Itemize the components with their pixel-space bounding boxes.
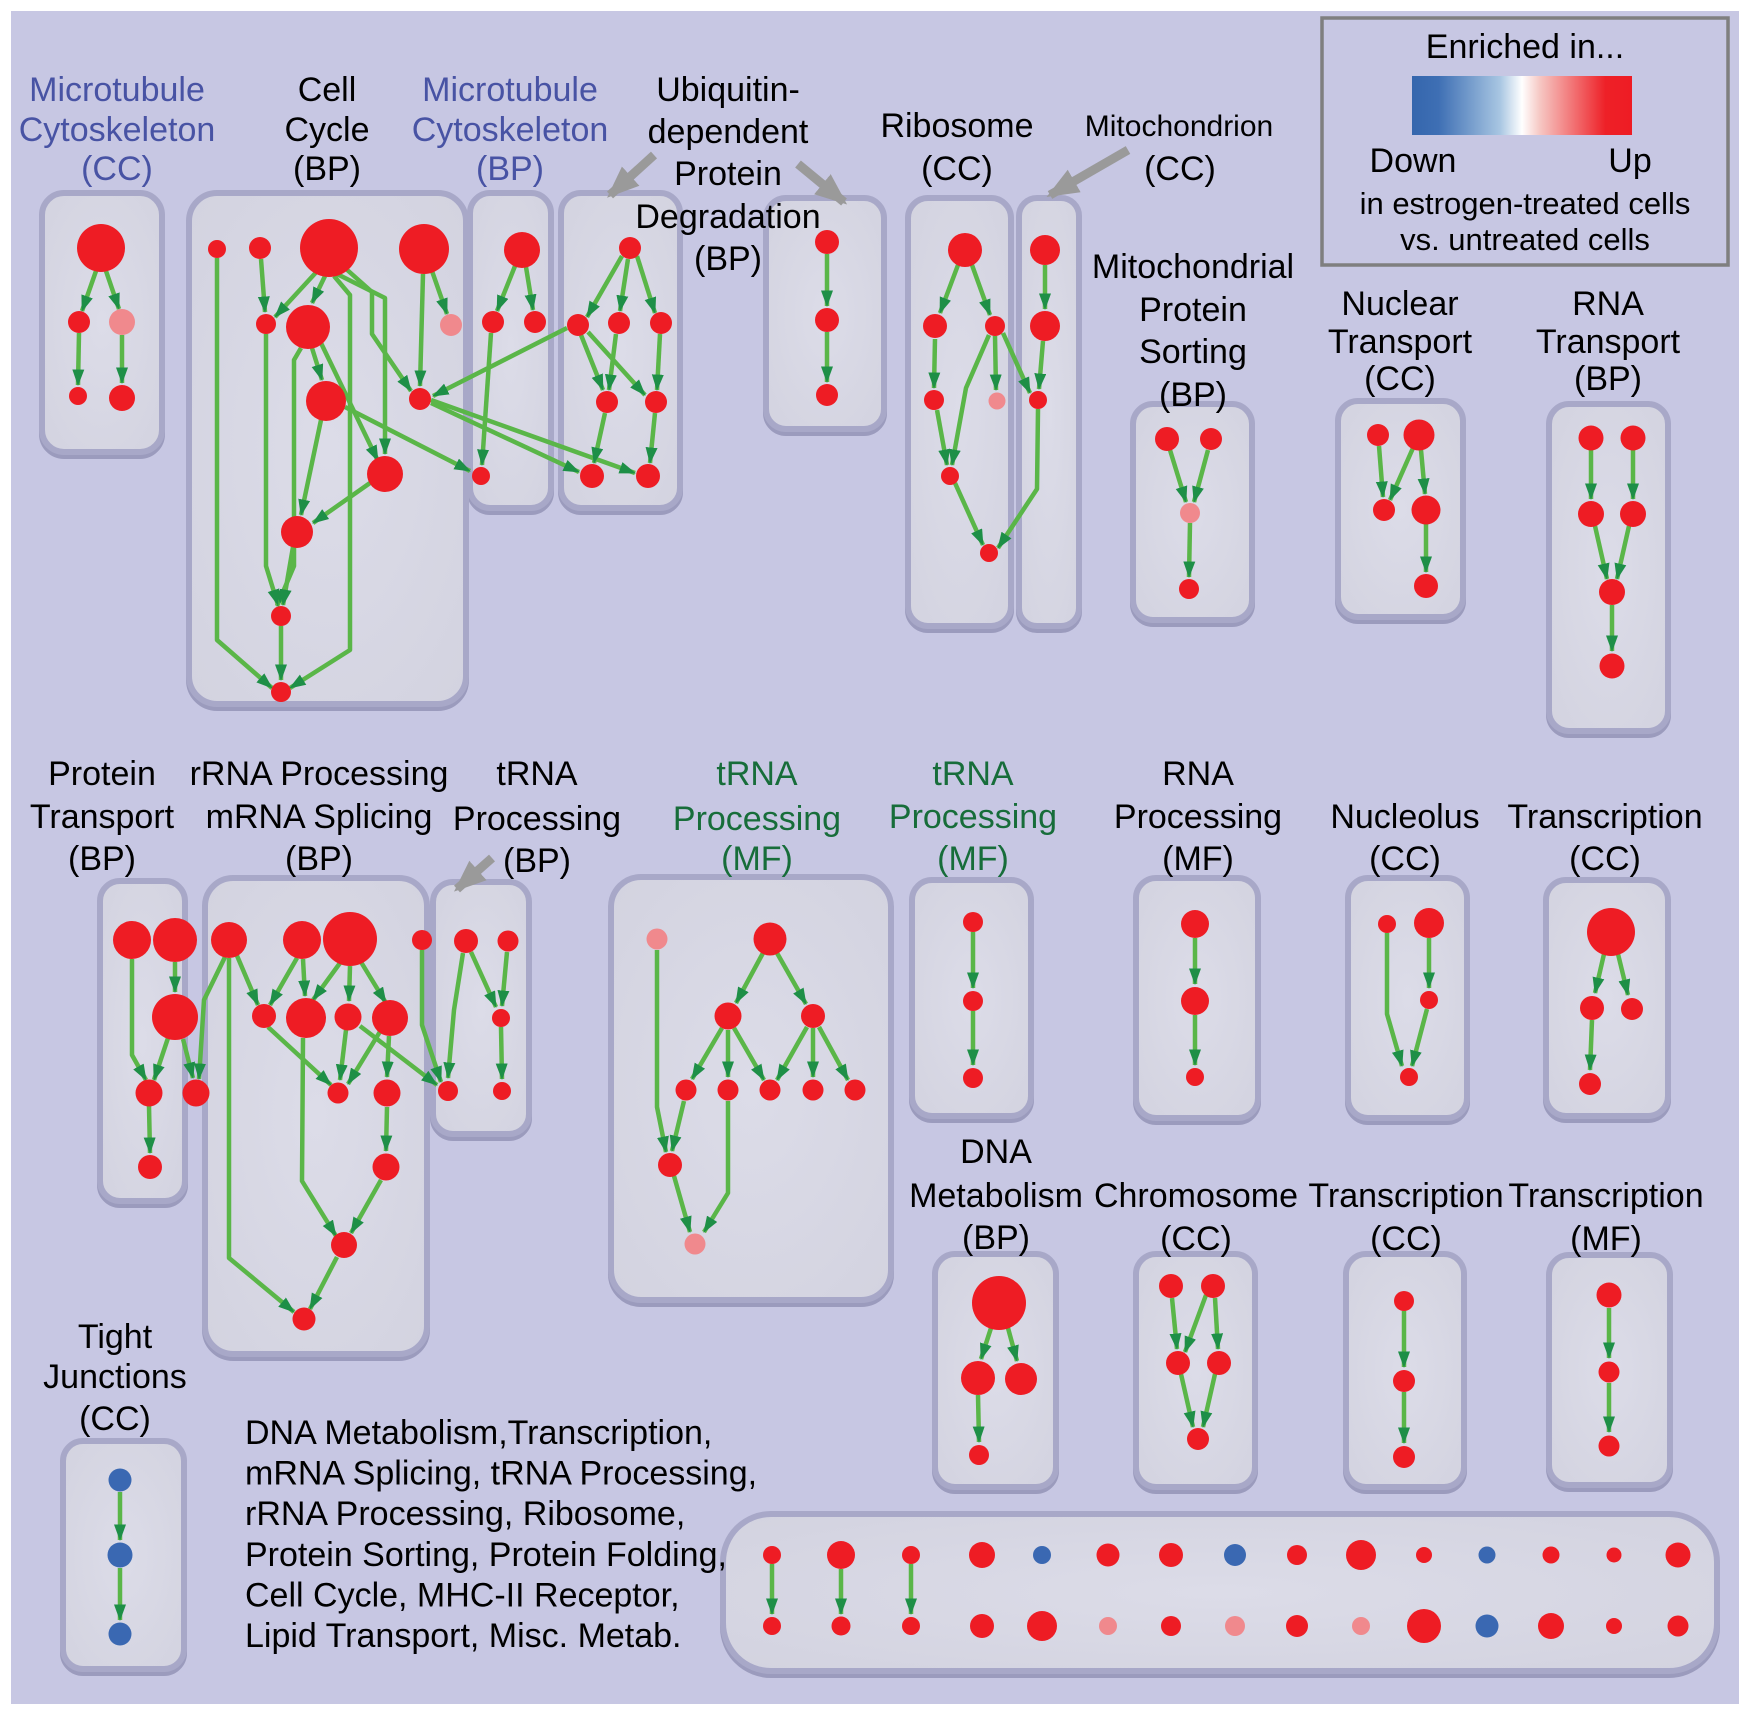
svg-text:(BP): (BP) — [962, 1219, 1030, 1257]
svg-text:Cell Cycle, MHC-II Receptor,: Cell Cycle, MHC-II Receptor, — [245, 1576, 680, 1614]
svg-text:(CC): (CC) — [1144, 150, 1216, 188]
svg-text:Protein: Protein — [48, 755, 156, 793]
svg-text:(CC): (CC) — [921, 150, 993, 188]
svg-text:Enriched in...: Enriched in... — [1426, 28, 1624, 66]
svg-text:Transport: Transport — [30, 798, 175, 836]
svg-text:mRNA Splicing, tRNA Processing: mRNA Splicing, tRNA Processing, — [245, 1455, 757, 1493]
svg-text:Sorting: Sorting — [1139, 333, 1247, 371]
svg-text:Lipid Transport, Misc. Metab.: Lipid Transport, Misc. Metab. — [245, 1617, 682, 1655]
svg-text:Protein: Protein — [674, 155, 782, 193]
svg-text:RNA: RNA — [1162, 755, 1234, 793]
svg-text:(BP): (BP) — [1574, 360, 1642, 398]
svg-text:(CC): (CC) — [1364, 360, 1436, 398]
svg-text:tRNA: tRNA — [716, 755, 798, 793]
svg-text:(MF): (MF) — [1570, 1220, 1642, 1258]
svg-text:Metabolism: Metabolism — [909, 1177, 1083, 1215]
svg-text:(MF): (MF) — [721, 840, 793, 878]
svg-text:tRNA: tRNA — [496, 755, 578, 793]
svg-text:dependent: dependent — [648, 113, 809, 151]
svg-text:RNA: RNA — [1572, 285, 1644, 323]
svg-text:(MF): (MF) — [1162, 840, 1234, 878]
svg-text:Processing: Processing — [889, 798, 1057, 836]
svg-text:DNA: DNA — [960, 1133, 1032, 1171]
svg-text:in estrogen-treated cells: in estrogen-treated cells — [1360, 186, 1691, 221]
svg-text:(CC): (CC) — [1370, 1220, 1442, 1258]
svg-text:(BP): (BP) — [68, 840, 136, 878]
svg-text:Degradation: Degradation — [635, 198, 820, 236]
svg-text:Up: Up — [1608, 142, 1651, 180]
svg-text:Cytoskeleton: Cytoskeleton — [19, 111, 216, 149]
svg-text:Mitochondrial: Mitochondrial — [1092, 248, 1294, 286]
svg-text:Protein: Protein — [1139, 291, 1247, 329]
svg-text:Cycle: Cycle — [284, 111, 369, 149]
svg-text:Processing: Processing — [1114, 798, 1282, 836]
svg-text:Cytoskeleton: Cytoskeleton — [412, 111, 609, 149]
svg-text:(BP): (BP) — [503, 842, 571, 880]
svg-text:tRNA: tRNA — [932, 755, 1014, 793]
svg-text:Ribosome: Ribosome — [880, 107, 1033, 145]
svg-text:(BP): (BP) — [293, 150, 361, 188]
svg-text:Tight: Tight — [78, 1318, 153, 1356]
svg-text:(CC): (CC) — [1160, 1220, 1232, 1258]
svg-text:Microtubule: Microtubule — [29, 71, 205, 109]
svg-text:(CC): (CC) — [1569, 840, 1641, 878]
svg-text:Transcription: Transcription — [1308, 1177, 1503, 1215]
svg-text:Transport: Transport — [1536, 323, 1681, 361]
svg-text:(BP): (BP) — [285, 840, 353, 878]
svg-text:Mitochondrion: Mitochondrion — [1085, 110, 1273, 143]
svg-text:(BP): (BP) — [694, 240, 762, 278]
svg-text:vs. untreated cells: vs. untreated cells — [1400, 222, 1650, 257]
svg-text:(CC): (CC) — [1369, 840, 1441, 878]
svg-text:Chromosome: Chromosome — [1094, 1177, 1298, 1215]
svg-text:Microtubule: Microtubule — [422, 71, 598, 109]
svg-text:Transport: Transport — [1328, 323, 1473, 361]
svg-text:Down: Down — [1370, 142, 1457, 180]
svg-text:(BP): (BP) — [1159, 376, 1227, 414]
svg-text:Transcription: Transcription — [1508, 1177, 1703, 1215]
svg-text:(CC): (CC) — [81, 150, 153, 188]
svg-text:Transcription: Transcription — [1507, 798, 1702, 836]
svg-text:Processing: Processing — [673, 800, 841, 838]
svg-text:Nuclear: Nuclear — [1341, 285, 1458, 323]
svg-text:Processing: Processing — [453, 800, 621, 838]
svg-text:DNA Metabolism,Transcription,: DNA Metabolism,Transcription, — [245, 1414, 712, 1452]
svg-text:Cell: Cell — [298, 71, 357, 109]
svg-text:Nucleolus: Nucleolus — [1330, 798, 1479, 836]
svg-text:(CC): (CC) — [79, 1400, 151, 1438]
svg-text:(BP): (BP) — [476, 150, 544, 188]
svg-text:mRNA Splicing: mRNA Splicing — [206, 798, 433, 836]
svg-text:Junctions: Junctions — [43, 1358, 187, 1396]
svg-text:Protein Sorting, Protein Foldi: Protein Sorting, Protein Folding, — [245, 1536, 727, 1574]
svg-text:Ubiquitin-: Ubiquitin- — [656, 71, 800, 109]
svg-text:(MF): (MF) — [937, 840, 1009, 878]
svg-text:rRNA Processing, Ribosome,: rRNA Processing, Ribosome, — [245, 1495, 685, 1533]
svg-text:rRNA Processing: rRNA Processing — [190, 755, 449, 793]
